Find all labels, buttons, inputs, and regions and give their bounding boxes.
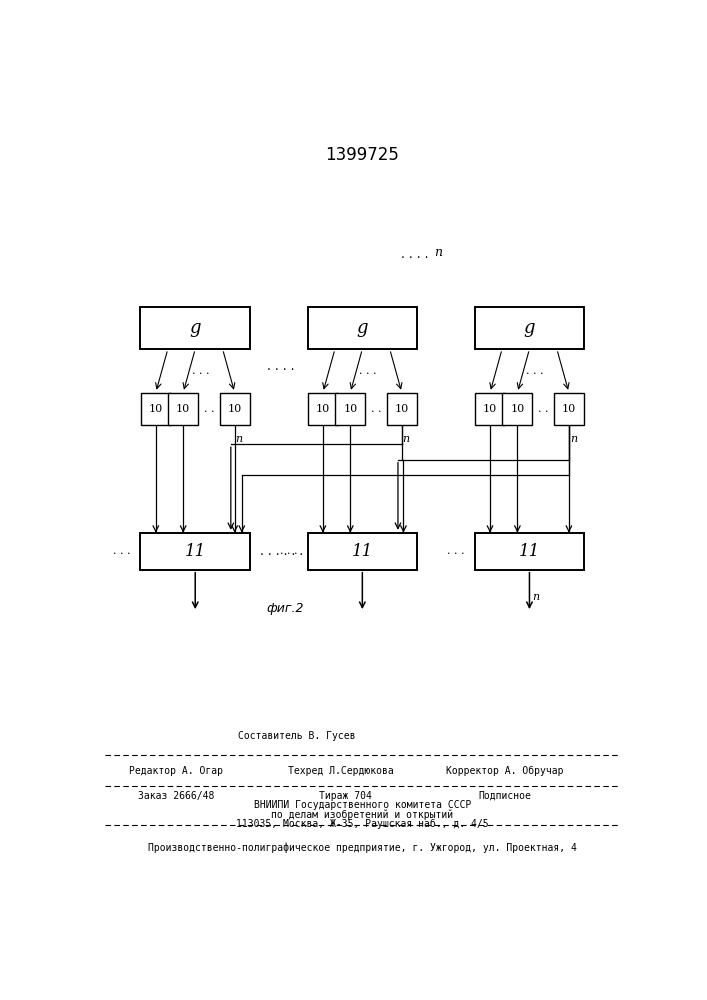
- Text: 10: 10: [510, 404, 525, 414]
- Text: Корректор А. Обручар: Корректор А. Обручар: [446, 766, 563, 776]
- Text: g: g: [524, 319, 535, 337]
- Text: ВНИИПИ Государственного комитета СССР: ВНИИПИ Государственного комитета СССР: [254, 800, 471, 810]
- Text: Составитель В. Гусев: Составитель В. Гусев: [238, 731, 356, 741]
- Text: 10: 10: [343, 404, 358, 414]
- Bar: [554, 393, 584, 425]
- Text: Тираж 704: Тираж 704: [320, 791, 373, 801]
- Text: 10: 10: [483, 404, 497, 414]
- Text: g: g: [189, 319, 201, 337]
- Bar: [503, 393, 532, 425]
- Text: 10: 10: [395, 404, 409, 414]
- Text: Подписное: Подписное: [479, 791, 531, 801]
- Text: фиг.2: фиг.2: [267, 602, 305, 615]
- Text: 11: 11: [519, 543, 540, 560]
- Text: 1399725: 1399725: [325, 146, 399, 164]
- Bar: [474, 307, 584, 349]
- Bar: [141, 307, 250, 349]
- Bar: [387, 393, 417, 425]
- Text: g: g: [356, 319, 368, 337]
- Text: . .: . .: [370, 404, 381, 414]
- Bar: [220, 393, 250, 425]
- Bar: [308, 393, 338, 425]
- Bar: [308, 533, 417, 570]
- Text: . .: . .: [204, 404, 214, 414]
- Text: по делам изобретений и открытий: по делам изобретений и открытий: [271, 809, 453, 820]
- Text: . . . . . .: . . . . . .: [259, 545, 303, 558]
- Text: 10: 10: [228, 404, 242, 414]
- Text: 10: 10: [176, 404, 190, 414]
- Text: . . . .: . . . .: [267, 360, 295, 373]
- Bar: [475, 393, 505, 425]
- Text: 10: 10: [316, 404, 330, 414]
- Text: . . .: . . .: [112, 546, 130, 556]
- Bar: [474, 533, 584, 570]
- Bar: [335, 393, 366, 425]
- Bar: [308, 307, 417, 349]
- Text: . . .: . . .: [447, 546, 464, 556]
- Text: Редактор А. Огар: Редактор А. Огар: [129, 766, 223, 776]
- Text: Техред Л.Сердюкова: Техред Л.Сердюкова: [288, 766, 393, 776]
- Bar: [141, 393, 171, 425]
- Text: . .: . .: [538, 404, 549, 414]
- Text: n: n: [570, 434, 577, 444]
- Bar: [141, 533, 250, 570]
- Text: n: n: [434, 246, 442, 259]
- Text: . . .: . . .: [192, 366, 209, 376]
- Text: 10: 10: [148, 404, 163, 414]
- Text: . . .: . . .: [359, 366, 377, 376]
- Text: 11: 11: [351, 543, 373, 560]
- Text: Производственно-полиграфическое предприятие, г. Ужгород, ул. Проектная, 4: Производственно-полиграфическое предприя…: [148, 842, 577, 853]
- Text: . . .: . . .: [279, 546, 297, 556]
- Text: n: n: [532, 592, 539, 602]
- Text: 113035, Москва, Ж-35, Раушская наб., д. 4/5: 113035, Москва, Ж-35, Раушская наб., д. …: [236, 819, 489, 829]
- Text: Заказ 2666/48: Заказ 2666/48: [138, 791, 214, 801]
- Text: n: n: [235, 434, 243, 444]
- Text: n: n: [402, 434, 410, 444]
- Text: . . .: . . .: [526, 366, 544, 376]
- Text: 10: 10: [562, 404, 576, 414]
- Text: . . . .: . . . .: [401, 248, 428, 261]
- Bar: [168, 393, 198, 425]
- Text: 11: 11: [185, 543, 206, 560]
